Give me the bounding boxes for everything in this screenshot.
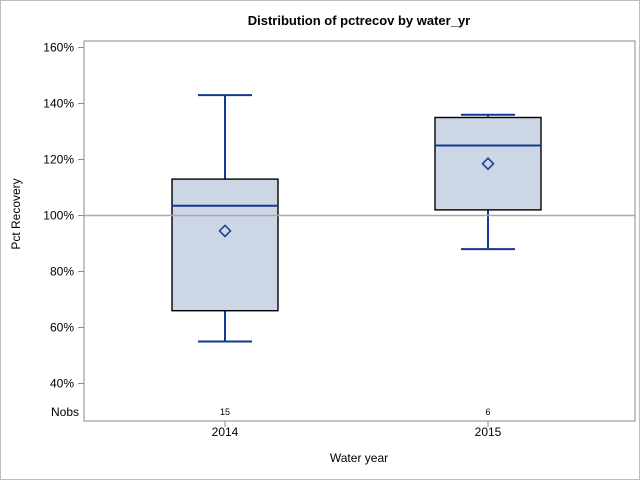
box-group-2015: 6 [434,113,542,417]
y-tick-label: 160% [43,41,74,55]
x-category-label: 2014 [212,425,239,439]
chart-title: Distribution of pctrecov by water_yr [248,13,471,28]
y-tick-label: 40% [50,377,74,391]
x-axis-label: Water year [330,451,388,465]
y-tick-label: 120% [43,153,74,167]
x-axis-ticks: 2014 2015 [212,421,502,439]
nobs-row-label: Nobs [51,405,79,419]
y-tick-label: 140% [43,97,74,111]
y-axis-label: Pct Recovery [9,178,23,249]
plot-area [83,40,636,422]
y-tick-label: 60% [50,321,74,335]
box-group-2014: 15 [171,94,279,417]
mean-diamond-marker [481,157,495,171]
y-tick-label: 100% [43,209,74,223]
y-axis-ticks: 160% 140% 120% 100% 80% 60% 40% [43,41,84,391]
iqr-box [434,116,542,211]
nobs-count: 6 [485,407,490,417]
boxes-layer: 15 6 [171,94,542,417]
y-tick-label: 80% [50,265,74,279]
mean-diamond-marker [218,224,232,238]
x-category-label: 2015 [475,425,502,439]
nobs-count: 15 [220,407,230,417]
iqr-box [171,178,279,312]
